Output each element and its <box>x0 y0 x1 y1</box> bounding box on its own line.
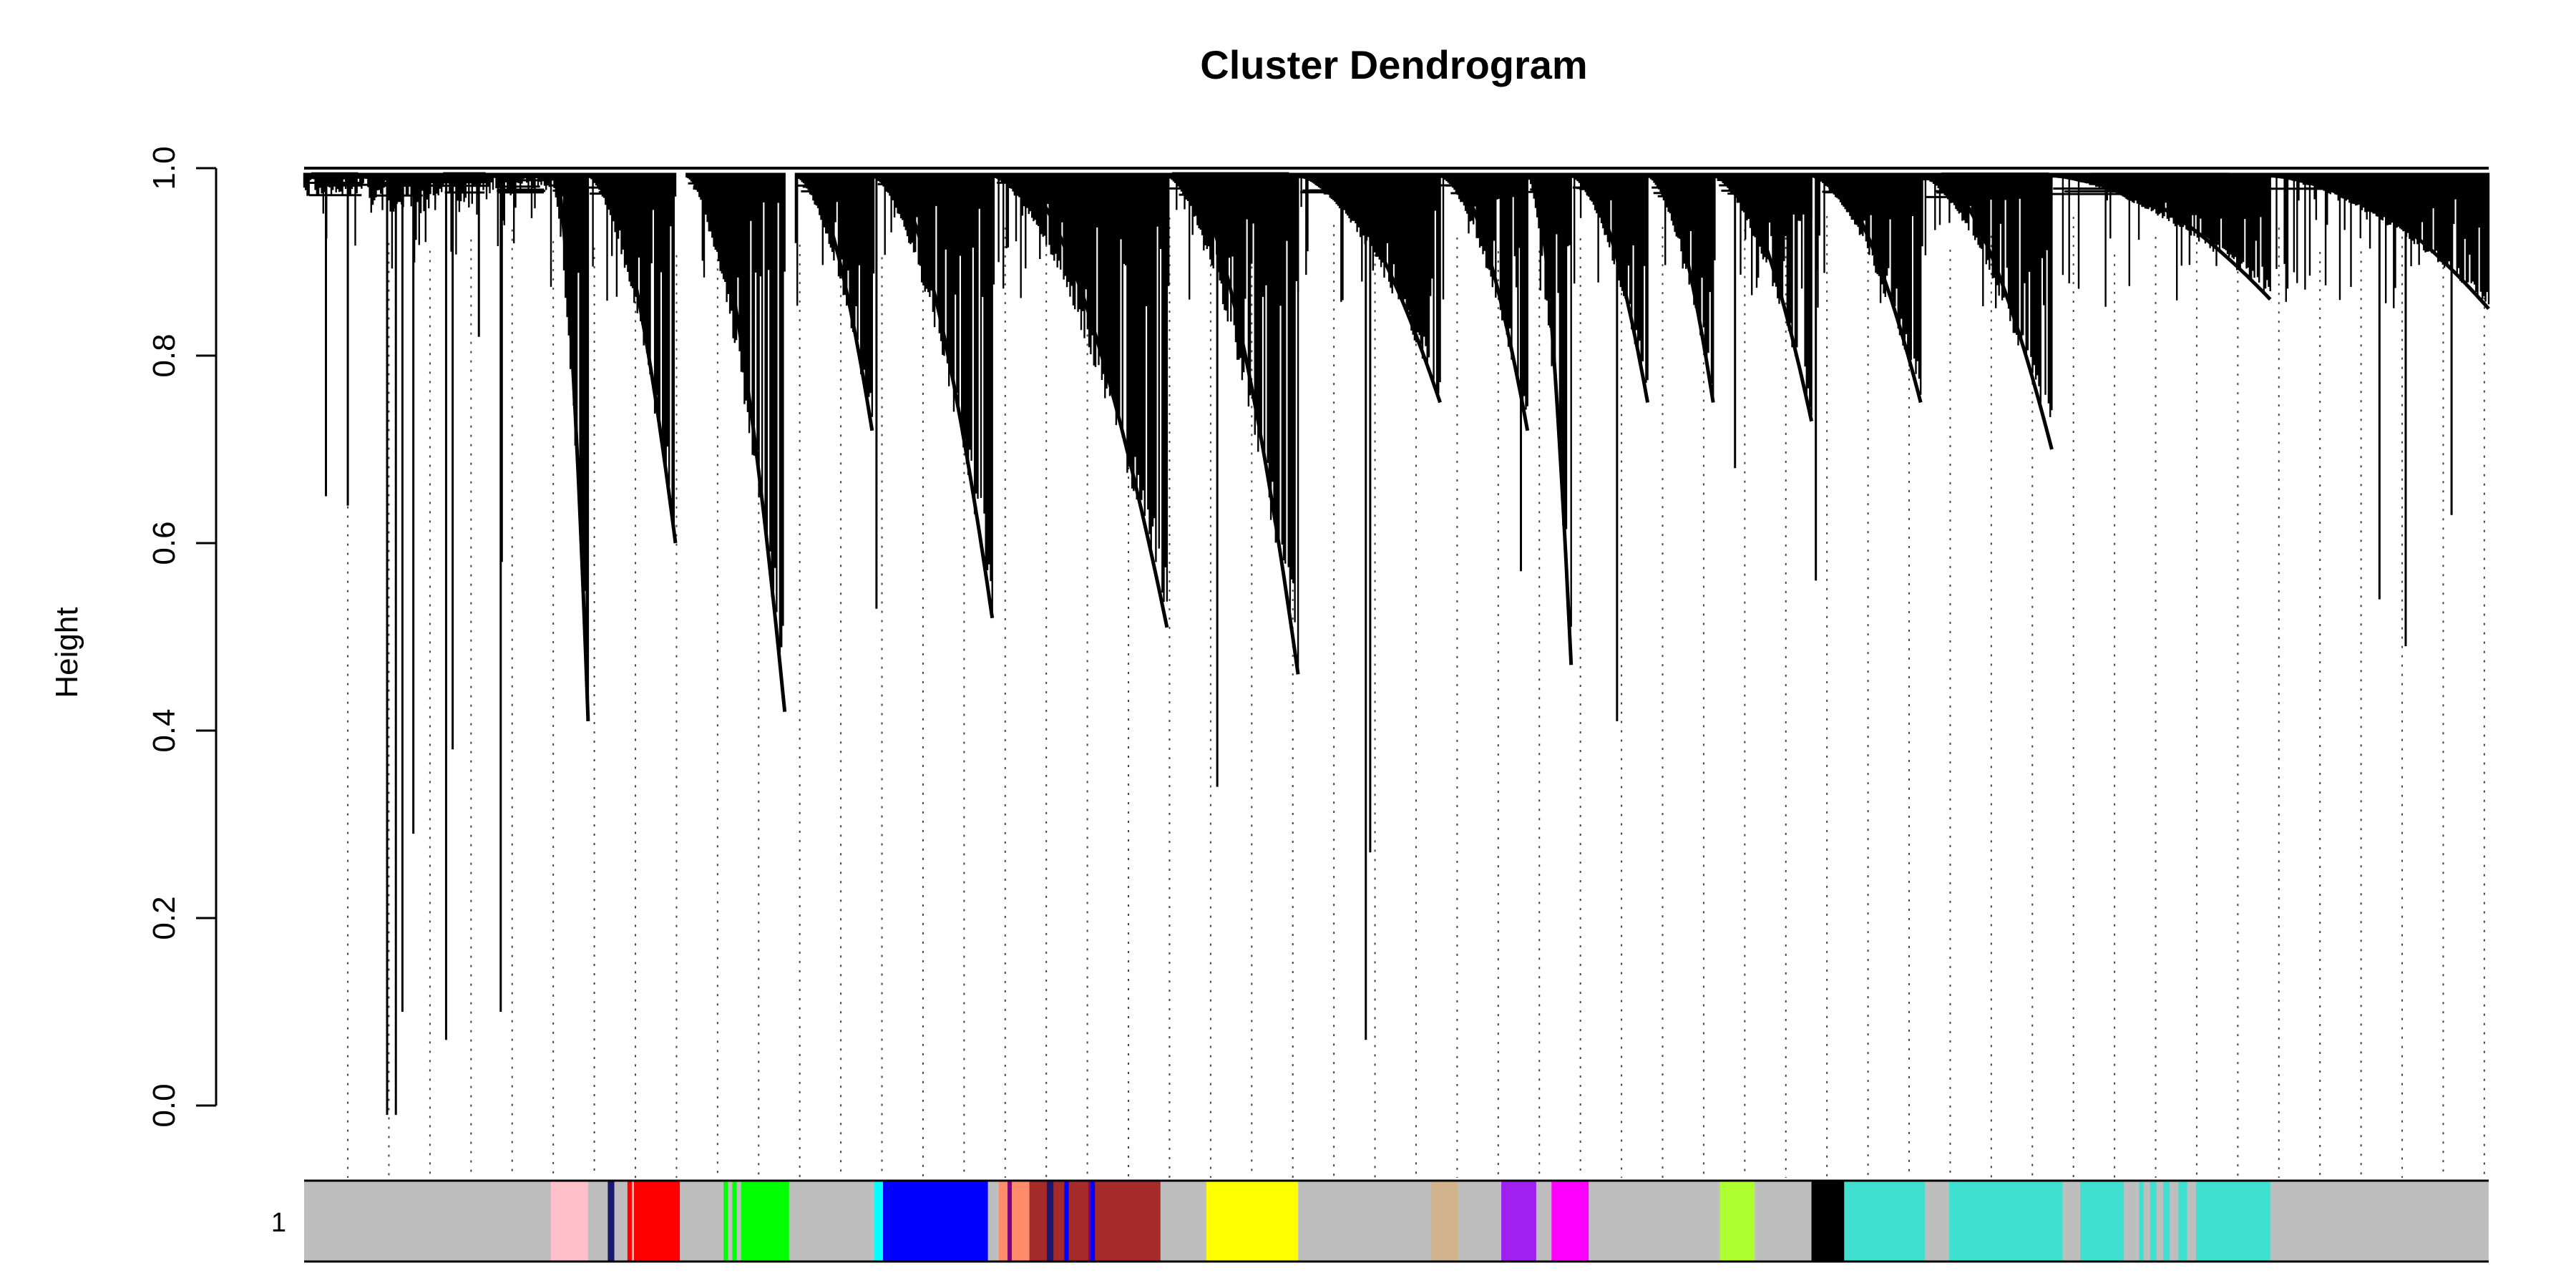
leaf-lines <box>1166 172 1299 674</box>
y-axis: 0.0 0.2 0.4 0.6 0.8 1.0 <box>147 146 218 1128</box>
dendrogram-branch-group <box>1166 172 1300 675</box>
color-segment-green <box>723 1181 728 1262</box>
y-tick-label: 0.2 <box>147 896 182 940</box>
leaf-lines <box>1297 172 1441 394</box>
dendrogram-branch-group <box>686 172 787 713</box>
leaf-guide-lines <box>347 215 2485 1178</box>
dendrogram-branch-group <box>489 172 552 246</box>
color-segment-blue <box>883 1181 988 1262</box>
cluster-outline <box>1186 175 1300 675</box>
color-segment-turquoise <box>2178 1181 2187 1262</box>
y-tick-label: 0.6 <box>147 521 182 565</box>
color-segment-greenyellow <box>1719 1181 1755 1262</box>
color-segment-salmon <box>1012 1181 1030 1262</box>
color-segment-turquoise <box>2150 1181 2157 1262</box>
leaf-lines <box>2051 172 2271 307</box>
leaf-lines <box>794 172 873 417</box>
dendrogram-branch-group <box>1570 172 1650 403</box>
cluster-outline <box>806 175 874 431</box>
leaf-lines <box>871 172 993 615</box>
color-segment-green <box>741 1181 789 1262</box>
cluster-outline <box>700 176 787 713</box>
color-segment-turquoise <box>2139 1181 2144 1262</box>
color-segment-yellow <box>1206 1181 1299 1262</box>
dendrogram-branch-group <box>434 172 491 255</box>
leaf-lines <box>587 172 677 526</box>
color-segment-red <box>627 1181 632 1262</box>
chart-title: Cluster Dendrogram <box>1200 42 1587 87</box>
color-segment-salmon <box>998 1181 1008 1262</box>
y-tick-label: 1.0 <box>147 146 182 190</box>
color-segment-blue <box>1091 1181 1096 1262</box>
cluster-outline <box>600 175 678 544</box>
cluster-outline <box>1319 175 1442 404</box>
cluster-outline <box>555 176 590 721</box>
y-tick-label: 0.0 <box>147 1083 182 1127</box>
leaf-lines <box>1712 172 1813 416</box>
leaf-lines <box>991 172 1169 602</box>
dendrogram-branch-group <box>1297 172 1442 404</box>
dendrogram-branch-group <box>587 172 678 544</box>
color-track-label: 1 <box>271 1208 286 1238</box>
leaf-lines <box>489 172 552 246</box>
color-segment-cyan <box>874 1181 884 1262</box>
leaf-lines <box>1810 172 1922 395</box>
dendrogram-branch-group <box>2051 172 2272 307</box>
dendrogram-tree <box>303 167 2490 1116</box>
dendrogram-branch-group <box>1712 172 1814 422</box>
color-segment-pink <box>550 1181 588 1262</box>
color-segment-red <box>634 1181 680 1262</box>
color-segment-turquoise <box>1844 1181 1926 1262</box>
color-segment-turquoise <box>2163 1181 2170 1262</box>
y-tick-label: 0.4 <box>147 708 182 752</box>
dendrogram-branch-group <box>1920 172 2054 450</box>
cluster-outline <box>1940 175 2054 450</box>
color-segment-blue <box>1064 1181 1069 1262</box>
cluster-outline <box>1453 175 1530 431</box>
color-segment-turquoise <box>1948 1181 2063 1262</box>
dendrogram-branch-group <box>991 172 1169 628</box>
cluster-outline <box>1657 175 1715 403</box>
color-segment-turquoise <box>2195 1181 2270 1262</box>
module-color-track <box>304 1179 2489 1263</box>
dendrogram-branch-group <box>794 172 874 431</box>
dendrogram-branch-group <box>550 172 590 721</box>
cluster-outline <box>1727 175 1814 422</box>
color-segment-green <box>732 1181 737 1262</box>
y-axis-label: Height <box>49 607 84 698</box>
dendrogram-branch-group <box>1646 172 1715 403</box>
cluster-outline <box>2303 175 2490 311</box>
leaf-lines <box>1646 172 1714 401</box>
color-segment-midnightblue <box>1047 1181 1054 1262</box>
cluster-outline <box>1581 175 1650 403</box>
cluster-outline <box>1018 175 1169 628</box>
dendrogram-branch-group <box>871 172 995 619</box>
dendrogram-branch-group <box>1810 172 1923 404</box>
dendrogram-branch-group <box>303 172 371 246</box>
color-segment-black <box>1811 1181 1845 1262</box>
color-segment-purple <box>1501 1181 1536 1262</box>
leaf-lines <box>1439 172 1528 410</box>
color-segment-purple <box>1088 1181 1091 1262</box>
cluster-outline <box>889 175 995 619</box>
cluster-outline <box>1827 175 1923 404</box>
cluster-outline <box>2084 175 2272 301</box>
color-segment-tan <box>1431 1181 1458 1262</box>
color-segment-midnightblue <box>608 1181 615 1262</box>
color-segment-magenta <box>1551 1181 1589 1262</box>
color-segment-turquoise <box>2080 1181 2124 1262</box>
dendrogram-branch-group <box>1526 172 1574 665</box>
color-segment-purple <box>1008 1181 1013 1262</box>
y-tick-label: 0.8 <box>147 333 182 377</box>
leaf-lines <box>1920 172 2053 417</box>
cluster-outline <box>1532 176 1574 665</box>
dendrogram-branch-group <box>1439 172 1530 431</box>
